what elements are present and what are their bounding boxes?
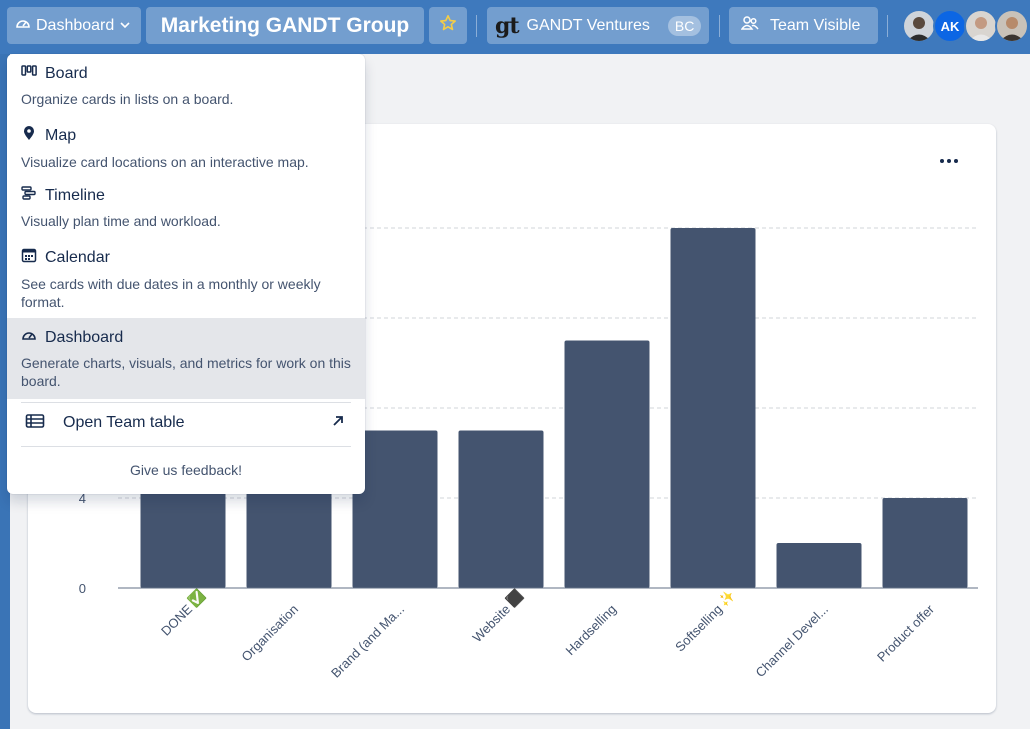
header-divider [719, 15, 720, 37]
menu-item-title: Dashboard [45, 328, 124, 346]
x-tick-label: Channel Devel... [753, 602, 832, 681]
chart-bar [670, 228, 756, 588]
y-tick-label: 4 [79, 491, 86, 506]
team-visible-icon [740, 15, 759, 36]
external-arrow-icon [331, 414, 345, 433]
menu-item-title: Board [45, 64, 88, 82]
x-tick-label: DONE [158, 601, 195, 638]
avatar[interactable] [902, 9, 936, 43]
header-divider [887, 15, 888, 37]
dot [954, 159, 958, 163]
calendar-icon [21, 247, 37, 268]
menu-item-title: Timeline [45, 186, 105, 204]
avatar[interactable] [964, 9, 998, 43]
more-options-button[interactable] [936, 151, 962, 171]
map-pin-icon [21, 125, 37, 146]
star-board-button[interactable] [429, 7, 467, 44]
menu-item-title: Map [45, 126, 77, 144]
feedback-link[interactable]: Give us feedback! [129, 462, 243, 478]
view-switcher-label: Dashboard [36, 16, 115, 34]
sidebar-edge [0, 54, 10, 729]
menu-divider [21, 402, 351, 403]
chart-bar [882, 498, 968, 588]
dashboard-icon [15, 16, 31, 35]
visibility-label: Team Visible [770, 16, 861, 34]
x-tick-label: Softselling [672, 602, 725, 655]
chart-bar [564, 340, 650, 588]
menu-item-desc: Organize cards in lists on a board. [21, 91, 234, 107]
menu-item-dashboard[interactable]: Dashboard Generate charts, visuals, and … [7, 318, 365, 399]
x-tick-label: Website [469, 602, 513, 646]
menu-item-title: Calendar [45, 248, 110, 266]
chart-bar [776, 543, 862, 588]
workspace-badge: BC [667, 15, 702, 36]
timeline-icon [21, 186, 37, 205]
x-tick-label: Organisation [238, 602, 301, 665]
workspace-name: GANDT Ventures [526, 16, 650, 34]
open-team-table-link[interactable]: Open Team table [7, 404, 365, 442]
menu-item-timeline[interactable]: Timeline Visually plan time and workload… [7, 186, 365, 242]
menu-item-calendar[interactable]: Calendar See cards with due dates in a m… [7, 247, 365, 317]
open-team-table-label: Open Team table [63, 414, 185, 431]
menu-item-desc: Visualize card locations on an interacti… [21, 154, 309, 170]
dot [940, 159, 944, 163]
table-icon [25, 413, 45, 434]
workspace-button[interactable]: gt GANDT Ventures BC [487, 7, 709, 44]
view-switcher-menu: Board Organize cards in lists on a board… [7, 54, 365, 494]
menu-item-board[interactable]: Board Organize cards in lists on a board… [7, 64, 365, 120]
y-tick-label: 0 [79, 581, 86, 596]
avatar[interactable]: AK [933, 9, 967, 43]
star-icon [439, 14, 457, 37]
chart-bar [458, 430, 544, 588]
board-header: Dashboard Marketing GANDT Group gt GANDT… [0, 0, 1030, 54]
board-icon [21, 64, 37, 83]
menu-item-desc: Visually plan time and workload. [21, 213, 221, 229]
menu-item-desc: See cards with due dates in a monthly or… [21, 276, 321, 310]
visibility-button[interactable]: Team Visible [729, 7, 878, 44]
x-tick-label: Brand (and Ma... [328, 602, 407, 681]
menu-item-map[interactable]: Map Visualize card locations on an inter… [7, 125, 365, 181]
dot [947, 159, 951, 163]
member-avatars: AK [902, 9, 1030, 43]
x-tick-label: Hardselling [563, 602, 620, 659]
chevron-down-icon [119, 17, 131, 35]
board-title[interactable]: Marketing GANDT Group [146, 7, 424, 44]
menu-item-desc: Generate charts, visuals, and metrics fo… [21, 355, 351, 389]
workspace-logo: gt [495, 12, 520, 39]
avatar[interactable] [995, 9, 1029, 43]
x-tick-label: Product offer [874, 601, 938, 665]
dashboard-icon [21, 328, 37, 347]
header-divider [476, 15, 477, 37]
chart-bar [352, 430, 438, 588]
menu-divider [21, 446, 351, 447]
view-switcher-button[interactable]: Dashboard [7, 7, 141, 44]
